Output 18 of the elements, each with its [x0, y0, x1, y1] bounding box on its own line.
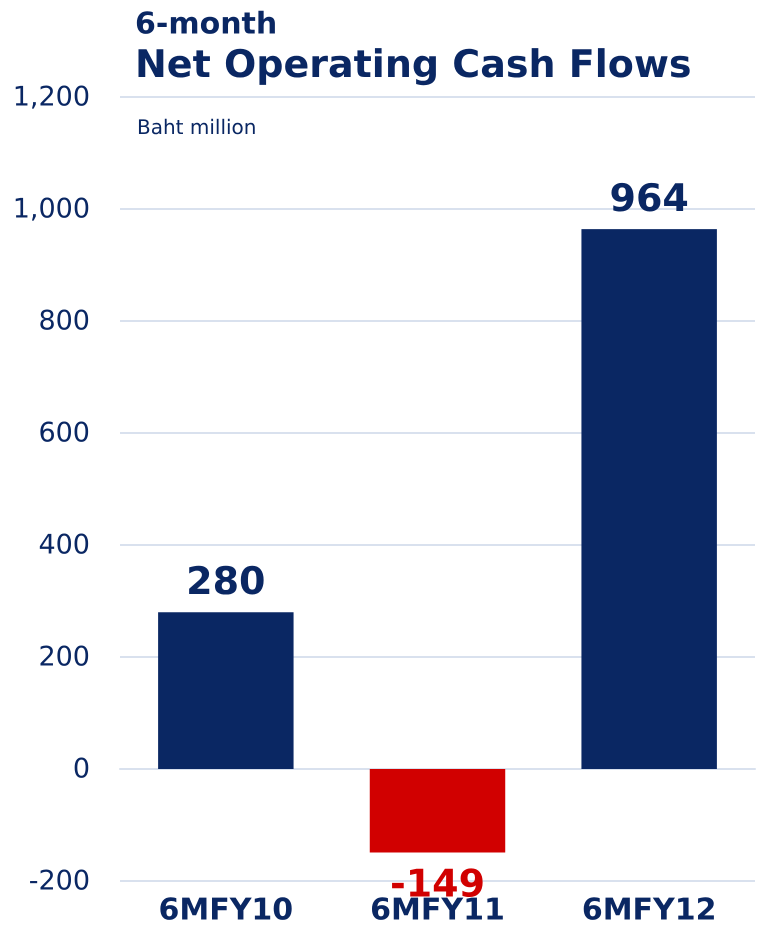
y-tick-label: 1,000 — [12, 194, 90, 224]
bar — [158, 612, 294, 769]
y-tick-label: 400 — [38, 530, 90, 560]
bar — [581, 229, 717, 769]
x-tick-label: 6MFY12 — [582, 892, 717, 925]
chart-subtitle: Net Operating Cash Flows — [135, 42, 692, 86]
y-tick-label: 800 — [38, 306, 90, 336]
y-tick-label: 200 — [38, 642, 90, 672]
x-tick-label: 6MFY10 — [158, 892, 294, 925]
y-tick-label: 0 — [72, 754, 90, 784]
data-label: 280 — [186, 559, 266, 604]
y-tick-label: 600 — [38, 418, 90, 448]
y-tick-label: -200 — [28, 866, 90, 896]
y-tick-label: 1,200 — [12, 82, 90, 112]
chart-title: 6-month — [135, 6, 278, 42]
data-label: 964 — [610, 176, 689, 220]
bar — [370, 769, 506, 852]
y-axis-title: Baht million — [137, 115, 256, 139]
